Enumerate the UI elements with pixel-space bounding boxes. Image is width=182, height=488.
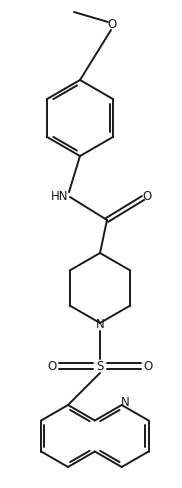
Text: N: N bbox=[96, 318, 104, 330]
Text: O: O bbox=[47, 360, 57, 372]
Text: O: O bbox=[142, 190, 152, 203]
Text: HN: HN bbox=[51, 189, 69, 203]
Text: O: O bbox=[107, 19, 117, 32]
Text: S: S bbox=[96, 360, 104, 372]
Text: O: O bbox=[143, 360, 153, 372]
Text: N: N bbox=[121, 396, 130, 409]
